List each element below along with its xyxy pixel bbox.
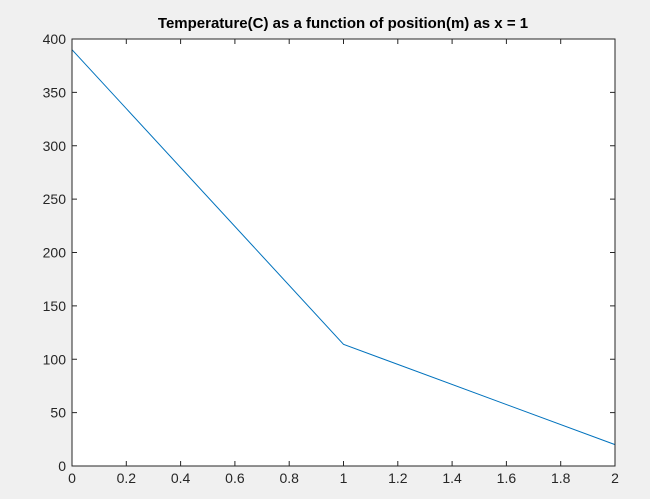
x-tick-label: 1 bbox=[340, 470, 348, 486]
y-tick-label: 50 bbox=[50, 405, 66, 421]
y-tick-label: 200 bbox=[43, 245, 67, 261]
x-tick-label: 0.4 bbox=[171, 470, 191, 486]
x-tick-label: 0 bbox=[68, 470, 76, 486]
chart-title: Temperature(C) as a function of position… bbox=[158, 15, 528, 32]
series-line bbox=[71, 49, 616, 446]
x-tick-label: 0.2 bbox=[117, 470, 137, 486]
x-tick-label: 0.8 bbox=[279, 470, 299, 486]
y-tick-label: 300 bbox=[43, 138, 67, 154]
x-tick-label: 1.6 bbox=[497, 470, 517, 486]
y-tick-label: 0 bbox=[58, 458, 66, 474]
axes-box bbox=[71, 38, 616, 467]
y-tick-label: 250 bbox=[43, 191, 67, 207]
plot-area bbox=[72, 39, 615, 466]
x-tick-label: 1.8 bbox=[551, 470, 571, 486]
y-tick-label: 350 bbox=[43, 84, 67, 100]
tick-labels-layer: 0 0.2 0.4 0.6 0.8 1 1.2 1.4 1.6 1.8 2 0 50 100 150 200 2… bbox=[43, 31, 619, 486]
y-tick-label: 150 bbox=[43, 298, 67, 314]
series-layer bbox=[71, 49, 616, 446]
x-tick-label: 0.6 bbox=[225, 470, 245, 486]
x-tick-label: 2 bbox=[611, 470, 619, 486]
x-tick-label: 1.4 bbox=[442, 470, 462, 486]
y-tick-label: 400 bbox=[43, 31, 67, 47]
x-tick-label: 1.2 bbox=[388, 470, 408, 486]
y-tick-label: 100 bbox=[43, 351, 67, 367]
